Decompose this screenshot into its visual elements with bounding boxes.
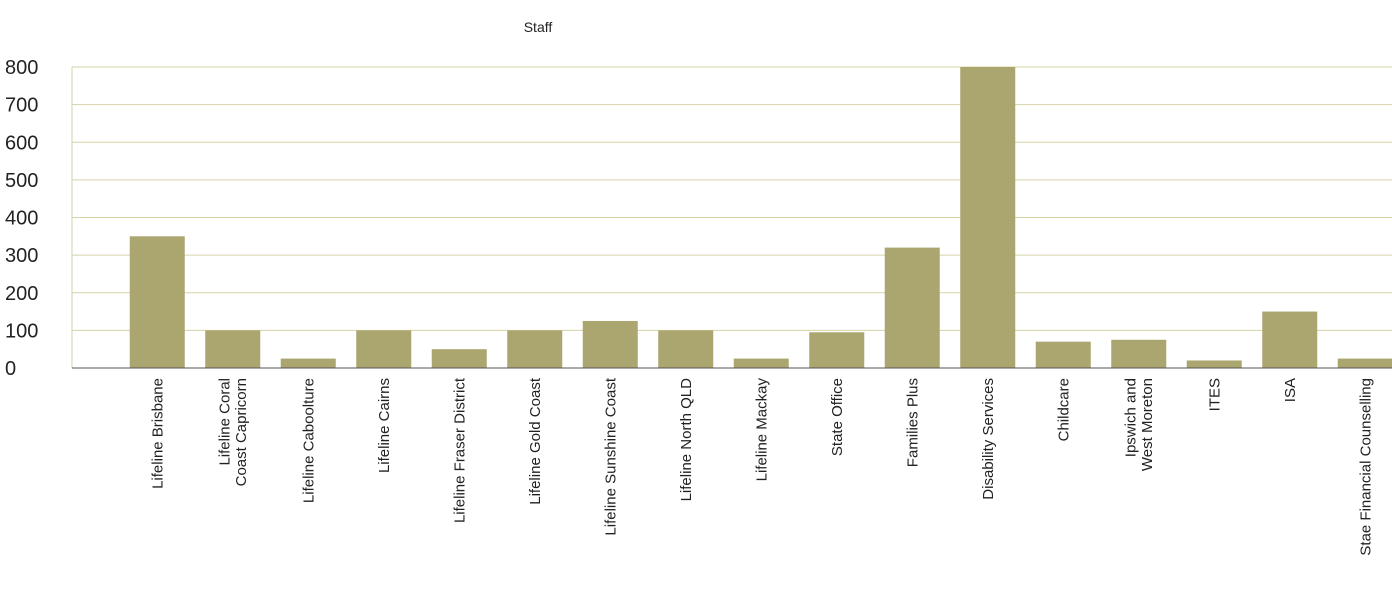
bar <box>507 330 563 368</box>
x-tick-label: ISA <box>1282 378 1299 402</box>
x-tick-label: Families Plus <box>904 378 921 467</box>
bar <box>129 236 185 368</box>
bar <box>1111 339 1167 368</box>
bar <box>1337 358 1392 368</box>
x-tick-label: Stae Financial Counselling <box>1357 378 1374 556</box>
bar <box>960 67 1016 368</box>
bar <box>733 358 789 368</box>
y-tick-label: 700 <box>5 95 38 117</box>
x-tick-label: Lifeline Sunshine Coast <box>602 377 619 535</box>
x-tick-label: Disability Services <box>980 378 997 500</box>
x-tick-label: Lifeline Mackay <box>753 378 770 482</box>
bar <box>280 358 336 368</box>
x-tick-label: Lifeline Brisbane <box>149 378 166 489</box>
chart-title: Staff <box>524 19 553 35</box>
x-tick-label: ITES <box>1206 378 1223 411</box>
y-tick-label: 500 <box>5 170 38 192</box>
x-tick-label: Lifeline Caboolture <box>300 378 317 503</box>
y-tick-label: 300 <box>5 245 38 267</box>
x-tick-label: Childcare <box>1055 378 1072 441</box>
x-tick-label: Lifeline Gold Coast <box>527 377 544 505</box>
bar <box>658 330 714 368</box>
bar <box>809 332 865 368</box>
bar <box>1035 341 1091 368</box>
bar <box>205 330 261 368</box>
x-tick-label: Lifeline Fraser District <box>451 377 468 523</box>
bar <box>884 247 940 368</box>
y-tick-label: 800 <box>5 57 38 79</box>
x-tick-label: Ipswich andWest Moreton <box>1123 378 1157 471</box>
bar <box>1186 360 1242 368</box>
x-tick-label: State Office <box>829 378 846 456</box>
bar <box>582 320 638 368</box>
bar <box>431 349 487 368</box>
y-tick-label: 0 <box>5 358 16 380</box>
bar <box>356 330 412 368</box>
y-tick-label: 400 <box>5 208 38 230</box>
y-tick-label: 100 <box>5 320 38 342</box>
y-tick-label: 600 <box>5 132 38 154</box>
bar <box>1262 311 1318 368</box>
x-tick-label: Lifeline Cairns <box>376 378 393 473</box>
x-tick-label: Lifeline North QLD <box>678 378 695 502</box>
x-tick-label: Lifeline CoralCoast Capricorn <box>217 378 251 486</box>
y-tick-label: 200 <box>5 283 38 305</box>
